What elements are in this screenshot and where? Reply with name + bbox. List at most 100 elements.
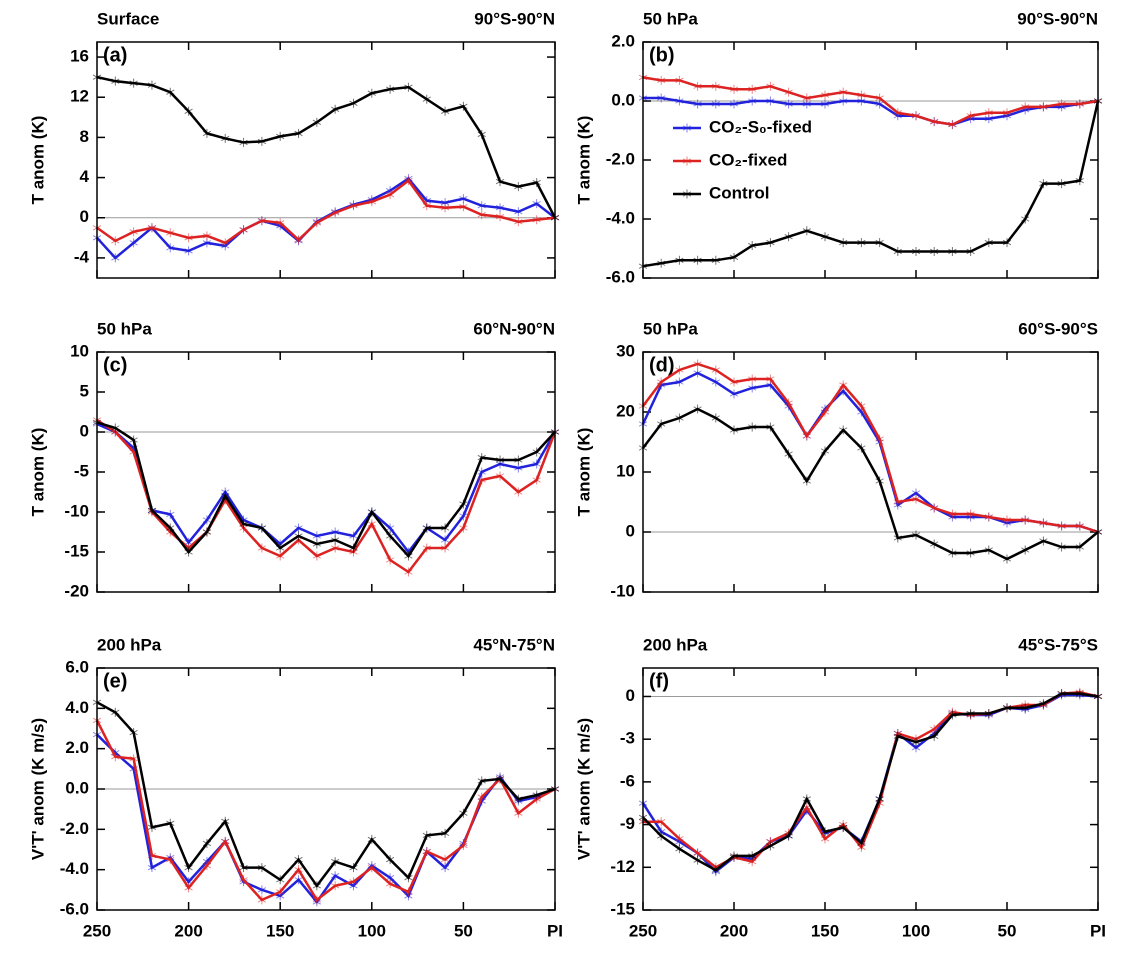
point-marker	[257, 885, 267, 895]
point-marker	[820, 99, 830, 109]
point-marker	[331, 881, 340, 891]
point-marker	[820, 827, 830, 837]
point-marker	[748, 374, 757, 384]
panel-label: (d)	[649, 354, 675, 376]
point-marker	[675, 255, 684, 265]
x-tick-label: 200	[720, 921, 748, 940]
point-marker	[147, 223, 157, 233]
point-marker	[257, 523, 267, 533]
point-marker	[532, 459, 541, 469]
point-marker	[184, 233, 193, 243]
point-marker	[239, 137, 248, 147]
point-marker	[184, 106, 193, 116]
y-tick-label: -3	[620, 729, 635, 748]
point-marker	[532, 475, 541, 485]
y-tick-label: -10	[610, 581, 635, 600]
point-marker	[385, 190, 395, 200]
point-marker	[257, 216, 267, 226]
point-marker	[729, 377, 739, 387]
point-marker	[331, 527, 340, 537]
point-marker	[202, 838, 212, 848]
point-marker	[495, 203, 505, 213]
point-marker	[385, 84, 395, 94]
point-marker	[459, 202, 468, 212]
point-marker	[184, 547, 193, 557]
series-line	[96, 422, 557, 555]
point-marker	[514, 455, 523, 465]
point-marker	[930, 539, 939, 549]
x-tick-label: 50	[454, 921, 473, 940]
point-marker	[930, 117, 939, 127]
point-marker	[748, 84, 757, 94]
point-marker	[129, 754, 138, 764]
point-marker	[729, 252, 739, 262]
point-marker	[1021, 703, 1030, 713]
point-marker	[312, 531, 321, 541]
point-marker	[477, 129, 486, 139]
point-marker	[312, 117, 321, 127]
point-marker	[385, 555, 395, 565]
point-marker	[477, 201, 486, 211]
point-marker	[221, 816, 230, 826]
point-marker	[875, 93, 884, 103]
y-tick-label: 16	[70, 47, 89, 66]
point-marker	[966, 709, 975, 719]
point-marker	[784, 398, 793, 408]
point-marker	[966, 246, 975, 256]
point-marker	[839, 380, 848, 390]
y-tick-label: -15	[64, 541, 89, 560]
series-line	[96, 421, 556, 559]
point-marker	[111, 236, 120, 246]
point-marker	[514, 487, 523, 497]
point-marker	[984, 545, 993, 555]
point-marker	[911, 530, 921, 540]
series-line	[96, 733, 556, 904]
series-line	[643, 690, 1099, 869]
point-marker	[477, 776, 486, 786]
point-marker	[966, 111, 975, 121]
point-marker	[948, 548, 957, 558]
series-line	[642, 100, 1100, 268]
point-marker	[711, 81, 720, 91]
point-marker	[495, 177, 505, 187]
point-marker	[711, 99, 720, 109]
point-marker	[820, 90, 830, 100]
point-marker	[675, 834, 684, 844]
point-marker	[532, 790, 541, 800]
point-marker	[349, 863, 358, 873]
point-marker	[294, 865, 303, 875]
point-marker	[857, 401, 866, 411]
point-marker	[349, 531, 358, 541]
point-marker	[911, 111, 921, 121]
y-tick-label: 4.0	[65, 698, 89, 717]
series-line	[642, 76, 1099, 126]
point-marker	[675, 365, 684, 375]
x-tick-label: 150	[811, 921, 839, 940]
point-marker	[404, 887, 413, 897]
point-marker	[657, 258, 666, 268]
point-marker	[331, 208, 340, 218]
point-marker	[657, 93, 666, 103]
point-marker	[111, 423, 120, 433]
point-marker	[221, 238, 230, 248]
point-marker	[349, 543, 358, 553]
point-marker	[111, 76, 120, 86]
point-marker	[404, 873, 413, 883]
point-marker	[257, 895, 267, 905]
point-marker	[893, 533, 902, 543]
point-marker	[1002, 703, 1012, 713]
y-tick-label: 0.0	[65, 778, 89, 797]
point-marker	[875, 794, 884, 804]
point-marker	[693, 359, 702, 369]
point-marker	[294, 128, 303, 138]
point-marker	[129, 78, 138, 88]
legend-marker	[682, 189, 692, 199]
point-marker	[893, 108, 902, 118]
point-marker	[440, 543, 450, 553]
x-tick-label: 200	[174, 921, 202, 940]
series-line	[641, 693, 1099, 874]
point-marker	[294, 235, 303, 245]
point-marker	[367, 507, 376, 517]
point-marker	[294, 855, 303, 865]
